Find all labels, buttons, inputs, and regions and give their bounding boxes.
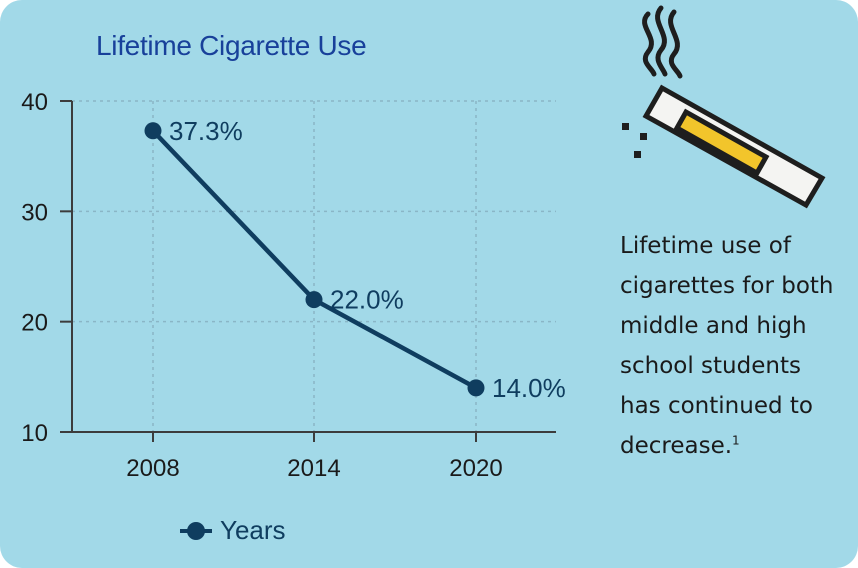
x-tick-label: 2014 xyxy=(287,455,340,482)
ash-icon xyxy=(622,123,647,158)
legend-marker xyxy=(180,521,212,540)
chart-title: Lifetime Cigarette Use xyxy=(96,30,367,61)
y-tick-label: 10 xyxy=(21,420,48,447)
caption-text: Lifetime use of cigarettes for both midd… xyxy=(620,226,840,466)
x-tick-label: 2020 xyxy=(449,455,502,482)
data-label: 14.0% xyxy=(492,373,566,403)
y-tick-label: 20 xyxy=(21,310,48,337)
data-point xyxy=(305,291,323,309)
legend-label: Years xyxy=(220,515,286,545)
data-label: 37.3% xyxy=(169,116,243,146)
footnote-marker: 1 xyxy=(732,433,740,448)
data-point xyxy=(467,379,485,397)
cigarette-icon xyxy=(622,5,826,209)
series-line xyxy=(151,129,478,390)
smoke-icon xyxy=(642,5,683,79)
y-tick-label: 40 xyxy=(21,89,48,116)
cigarette-body-icon xyxy=(642,84,826,209)
caption-body: Lifetime use of cigarettes for both midd… xyxy=(620,233,834,459)
x-tick-label: 2008 xyxy=(126,455,179,482)
chart-legend: Years xyxy=(180,515,286,546)
y-tick-label: 30 xyxy=(21,199,48,226)
data-label: 22.0% xyxy=(330,285,404,315)
data-point xyxy=(144,122,162,140)
